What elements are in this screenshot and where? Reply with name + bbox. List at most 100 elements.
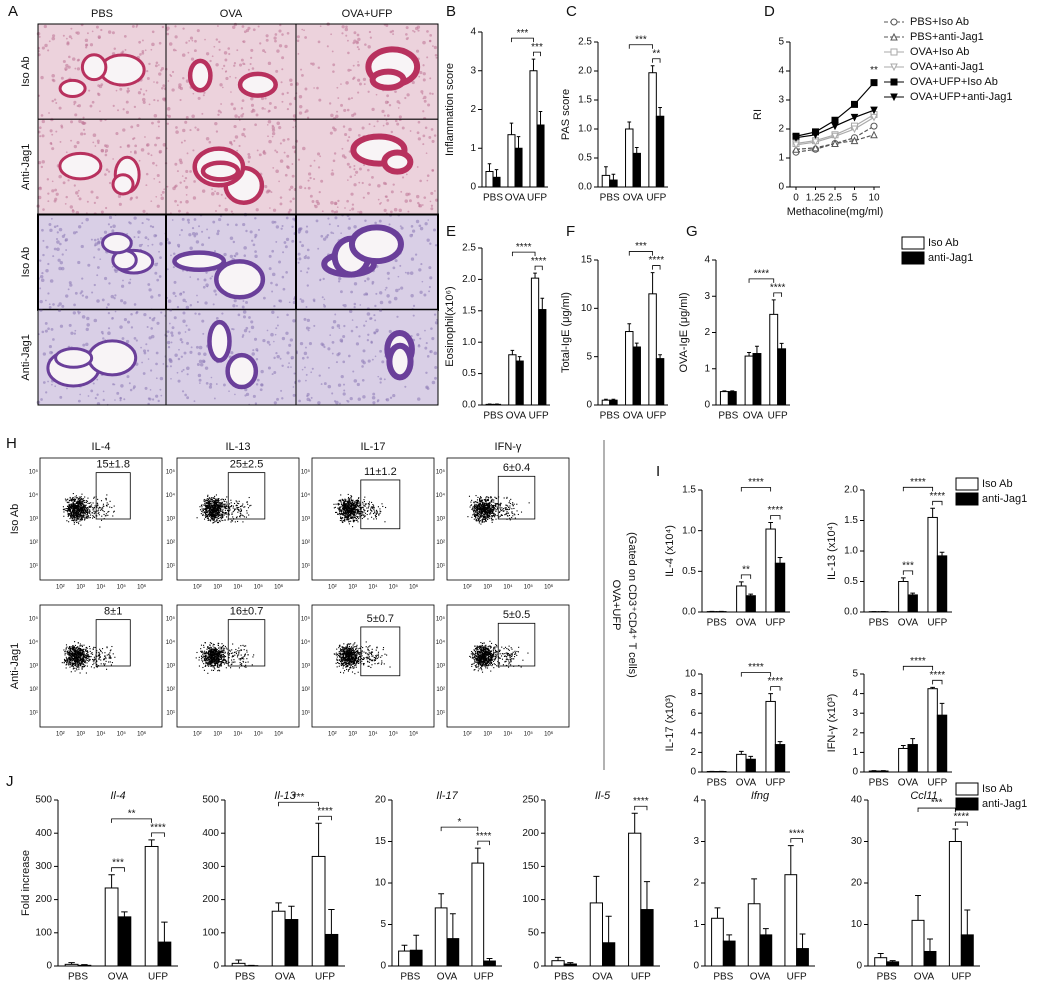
event-dot [367, 518, 368, 519]
event-dot [78, 669, 79, 670]
event-dot [344, 520, 345, 521]
tissue-speck [85, 218, 88, 221]
tissue-speck [413, 305, 415, 307]
tissue-speck [236, 49, 238, 51]
event-dot [348, 516, 349, 517]
tissue-speck [331, 326, 334, 329]
tissue-speck [215, 63, 218, 66]
tissue-speck [197, 128, 200, 131]
event-dot [348, 501, 349, 502]
flow-x-tick: 10³ [348, 585, 357, 591]
tissue-speck [179, 99, 181, 101]
tissue-speck [142, 210, 145, 213]
tissue-speck [352, 319, 354, 321]
tissue-speck [113, 105, 115, 107]
tissue-speck [253, 395, 256, 398]
tissue-speck [97, 266, 100, 269]
tissue-speck [104, 277, 107, 280]
tissue-speck [347, 179, 349, 181]
tissue-speck [94, 202, 96, 204]
tissue-speck [75, 191, 78, 194]
tissue-speck [251, 240, 253, 242]
event-dot [340, 516, 341, 517]
event-dot [213, 522, 214, 523]
tissue-speck [277, 325, 279, 327]
event-dot [217, 504, 218, 505]
tissue-speck [423, 294, 426, 297]
tissue-speck [430, 327, 433, 330]
event-dot [212, 501, 213, 502]
tissue-speck [354, 174, 356, 176]
tissue-speck [287, 366, 289, 368]
event-dot [77, 512, 78, 513]
gate-value: 25±2.5 [230, 459, 264, 471]
tissue-speck [93, 382, 95, 384]
event-dot [521, 512, 522, 513]
tissue-speck [324, 382, 327, 385]
tissue-speck [82, 344, 85, 347]
event-dot [225, 499, 226, 500]
event-dot [486, 501, 487, 502]
event-dot [73, 497, 74, 498]
event-dot [353, 514, 354, 515]
event-dot [78, 507, 79, 508]
event-dot [231, 505, 232, 506]
event-dot [357, 509, 358, 510]
event-dot [100, 650, 101, 651]
event-dot [379, 511, 380, 512]
event-dot [220, 499, 221, 500]
tissue-speck [102, 333, 104, 335]
flow-y-tick: 10⁵ [436, 469, 446, 476]
tissue-speck [88, 395, 90, 397]
tissue-speck [352, 203, 354, 205]
tissue-speck [298, 257, 301, 260]
tissue-speck [48, 112, 50, 114]
tissue-speck [180, 87, 183, 90]
event-dot [67, 514, 68, 515]
tissue-speck [381, 360, 384, 363]
event-dot [488, 508, 489, 509]
tissue-speck [309, 177, 311, 179]
tissue-speck [243, 246, 247, 250]
event-dot [226, 501, 227, 502]
event-dot [248, 514, 249, 515]
tissue-speck [254, 123, 257, 126]
tissue-speck [168, 346, 170, 348]
tissue-speck [390, 211, 393, 214]
tissue-speck [292, 197, 295, 200]
histology-image [296, 310, 438, 405]
tissue-speck [51, 37, 55, 41]
tissue-speck [261, 107, 264, 110]
event-dot [480, 508, 481, 509]
airway [209, 322, 229, 360]
tissue-speck [374, 305, 376, 307]
tissue-speck [206, 52, 209, 55]
event-dot [480, 504, 481, 505]
tissue-speck [260, 383, 263, 386]
tissue-speck [299, 241, 301, 243]
event-dot [234, 503, 235, 504]
tissue-speck [150, 295, 153, 298]
event-dot [206, 514, 207, 515]
event-dot [474, 509, 475, 510]
tissue-speck [377, 120, 379, 122]
tissue-speck [423, 196, 426, 199]
tissue-speck [287, 108, 289, 110]
event-dot [478, 519, 479, 520]
tissue-speck [141, 244, 143, 246]
flow-y-tick: 10⁴ [436, 492, 446, 499]
tissue-speck [354, 31, 357, 34]
tissue-speck [73, 231, 76, 234]
tissue-speck [108, 282, 110, 284]
event-dot [78, 519, 79, 520]
flow-x-tick: 10⁶ [409, 584, 419, 591]
tissue-speck [334, 216, 337, 219]
tissue-speck [143, 101, 146, 104]
tissue-speck [143, 372, 146, 375]
tissue-speck [70, 28, 72, 30]
gate-value: 6±0.4 [503, 462, 530, 474]
airway [190, 61, 210, 90]
tissue-speck [100, 29, 102, 31]
tissue-speck [286, 238, 289, 241]
